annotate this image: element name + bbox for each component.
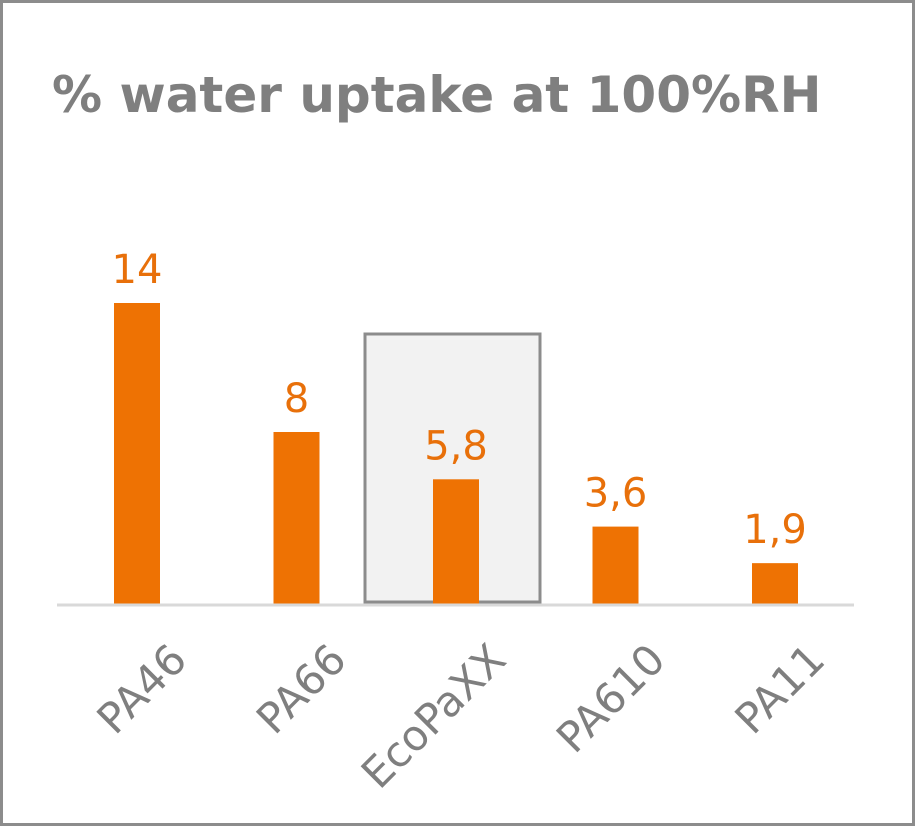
value-label-pa610: 3,6 xyxy=(584,471,648,517)
category-label-pa46: PA46 xyxy=(87,634,196,743)
bar-pa66 xyxy=(273,432,320,604)
category-label-pa11: PA11 xyxy=(725,634,834,743)
value-label-ecopaxx: 5,8 xyxy=(424,423,488,469)
value-label-pa66: 8 xyxy=(284,376,309,422)
category-label-ecopaxx: EcoPaXX xyxy=(352,634,515,797)
bar-pa46 xyxy=(114,303,160,604)
bar-pa11 xyxy=(752,563,798,604)
bar-group xyxy=(114,303,798,604)
category-label-pa610: PA610 xyxy=(547,634,675,762)
value-label-pa11: 1,9 xyxy=(743,507,807,553)
value-label-group: 14 8 5,8 3,6 1,9 xyxy=(112,247,807,553)
value-label-pa46: 14 xyxy=(112,247,163,293)
bar-pa610 xyxy=(592,526,639,604)
category-label-pa66: PA66 xyxy=(247,634,356,743)
bar-ecopaxx xyxy=(433,479,479,604)
chart-title: % water uptake at 100%RH xyxy=(52,66,822,124)
